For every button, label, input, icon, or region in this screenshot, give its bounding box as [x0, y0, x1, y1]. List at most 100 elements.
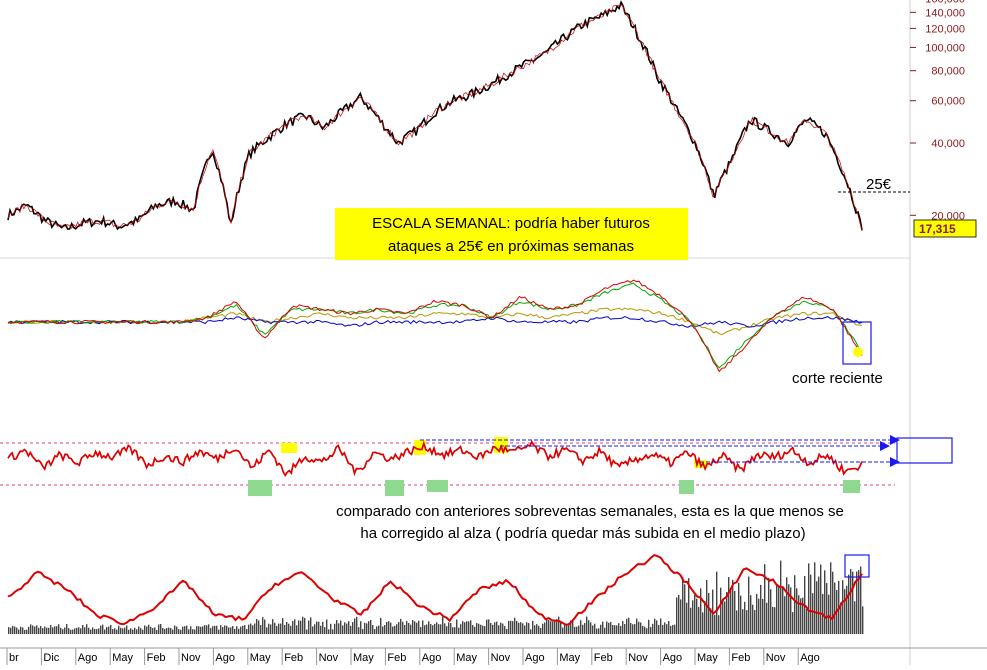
volume-bar [188, 629, 190, 634]
volume-bar [354, 618, 356, 634]
volume-bar [396, 624, 398, 634]
volume-bar [546, 618, 548, 634]
volume-bar [402, 621, 404, 634]
time-tick-label: br [9, 652, 19, 664]
volume-bar [38, 627, 40, 634]
headline-line2: ataques a 25€ en próximas semanas [388, 238, 634, 255]
volume-bar [728, 577, 730, 634]
volume-bar [510, 620, 512, 634]
volume-bar [212, 626, 214, 634]
volume-bar [540, 628, 542, 634]
volume-bar [738, 582, 740, 634]
volume-bar [462, 621, 464, 634]
volume-bar [266, 627, 268, 634]
volume-bar [282, 618, 284, 634]
time-tick-label: May [353, 652, 374, 664]
volume-bar [734, 590, 736, 634]
volume-bar [714, 614, 716, 634]
arrow-head [880, 441, 890, 451]
volume-bar [820, 564, 822, 634]
volume-bar [344, 622, 346, 634]
volume-bar [334, 623, 336, 634]
volume-bar [382, 626, 384, 634]
time-tick-label: Feb [284, 652, 303, 664]
volume-bar [394, 625, 396, 634]
volume-bar [416, 622, 418, 634]
momentum-line [7, 553, 863, 626]
volume-bar [700, 588, 702, 634]
volume-bar [240, 626, 242, 634]
volume-bar [258, 620, 260, 634]
time-tick-label: Nov [319, 652, 339, 664]
price-tick-label: 80,000 [931, 66, 965, 78]
volume-bar [238, 628, 240, 634]
volume-bar [668, 621, 670, 634]
volume-bar [526, 622, 528, 634]
volume-bar [828, 594, 830, 634]
volume-bar [458, 627, 460, 634]
volume-bar [390, 622, 392, 634]
time-tick-label: Feb [387, 652, 406, 664]
volume-bar [632, 624, 634, 634]
volume-bar [676, 597, 678, 634]
volume-bar [98, 628, 100, 634]
volume-bar [386, 622, 388, 634]
volume-bar [634, 624, 636, 634]
volume-bar [816, 581, 818, 634]
volume-bar [418, 620, 420, 634]
volume-bar [648, 619, 650, 634]
volume-bar [750, 595, 752, 634]
volume-bar [542, 623, 544, 634]
volume-bar [250, 623, 252, 634]
volume-bar [336, 620, 338, 634]
volume-bar [440, 624, 442, 634]
volume-bar [456, 619, 458, 634]
volume-bar [20, 626, 22, 634]
volume-bar [302, 616, 304, 634]
volume-bar [594, 623, 596, 634]
volume-bar [442, 616, 444, 634]
volume-bar [278, 623, 280, 634]
volume-bar [814, 562, 816, 634]
time-tick-label: Nov [628, 652, 648, 664]
volume-bar [654, 618, 656, 634]
volume-bar [110, 624, 112, 634]
volume-bar [810, 574, 812, 634]
volume-bar [516, 621, 518, 634]
volume-bar [182, 626, 184, 634]
volume-bar [158, 624, 160, 634]
volume-bar [852, 571, 854, 634]
volume-bar [562, 627, 564, 634]
volume-bar [782, 586, 784, 634]
volume-bar [678, 594, 680, 634]
volume-bar [220, 625, 222, 634]
comparison-arrows [420, 435, 953, 467]
rsi-note-line2: ha corregido al alza ( podría quedar más… [360, 525, 805, 542]
volume-bar [232, 626, 234, 634]
volume-bar [234, 628, 236, 634]
volume-bar [802, 597, 804, 634]
volume-bar [744, 601, 746, 634]
volume-bar [688, 578, 690, 634]
volume-bar [752, 604, 754, 634]
volume-bar [488, 619, 490, 634]
volume-bar [272, 619, 274, 634]
oversold-mark [679, 480, 694, 494]
volume-bar [260, 625, 262, 634]
volume-bar [844, 589, 846, 634]
volume-bar [306, 629, 308, 634]
volume-bar [10, 627, 12, 634]
volume-bar [54, 626, 56, 634]
volume-bar [226, 625, 228, 634]
volume-bar [598, 628, 600, 634]
volume-bar [118, 625, 120, 634]
volume-bar [454, 627, 456, 634]
headline-box [335, 208, 688, 260]
volume-bar [624, 624, 626, 634]
volume-bar [708, 592, 710, 634]
volume-bar [12, 625, 14, 634]
volume-bar [670, 625, 672, 634]
volume-bar [96, 629, 98, 634]
volume-bar [576, 626, 578, 634]
volume-bar [824, 570, 826, 634]
